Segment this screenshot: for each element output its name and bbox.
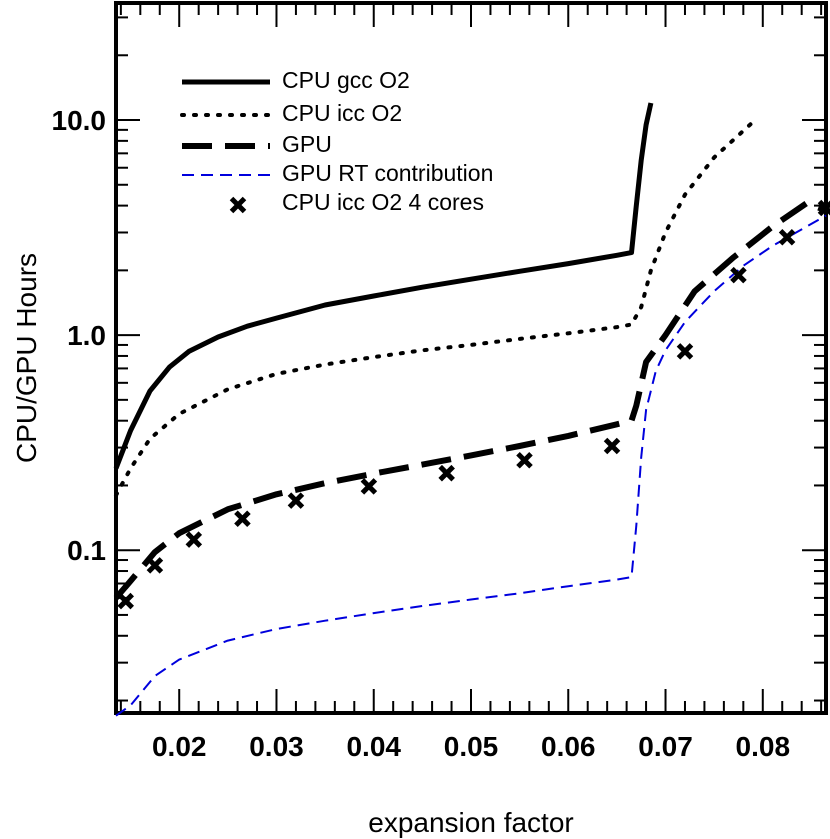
x-tick-label: 0.04: [346, 731, 401, 762]
data-point: [676, 343, 694, 360]
legend-marker: [229, 196, 247, 214]
x-tick-label: 0.05: [444, 731, 499, 762]
legend-label: CPU gcc O2: [282, 67, 410, 93]
x-tick-label: 0.07: [638, 731, 693, 762]
legend-label: GPU: [282, 131, 332, 157]
x-tick-label: 0.08: [736, 731, 791, 762]
axis-tick-labels: 0.02 0.03 0.04 0.05 0.06 0.07 0.08 0.1 1.0 10.0: [52, 105, 791, 762]
x-tick-label: 0.02: [152, 731, 207, 762]
legend: CPU gcc O2 CPU icc O2 GPU GPU RT contributi…: [180, 67, 493, 215]
legend-label: CPU icc O2 4 cores: [282, 189, 484, 215]
data-point: [117, 592, 134, 610]
series-layer: [113, 102, 830, 717]
y-tick-label: 0.1: [67, 535, 106, 566]
data-point: [287, 492, 305, 509]
data-point: [438, 464, 455, 482]
legend-label: GPU RT contribution: [282, 160, 493, 186]
axis-ticks: [116, 3, 826, 713]
series-line: [113, 102, 654, 470]
legend-label: CPU icc O2: [282, 100, 402, 126]
x-tick-label: 0.06: [541, 731, 596, 762]
plot-frame: [114, 1, 828, 715]
data-point: [817, 199, 830, 217]
series-line: [113, 200, 828, 600]
series-line: [115, 214, 827, 717]
data-point: [516, 451, 533, 469]
y-tick-label: 1.0: [67, 320, 106, 351]
y-axis-title: CPU/GPU Hours: [11, 253, 42, 463]
data-point: [603, 437, 621, 455]
y-tick-label: 10.0: [52, 105, 107, 136]
x-axis-title: expansion factor: [368, 807, 573, 838]
x-tick-label: 0.03: [249, 731, 304, 762]
data-point: [730, 266, 747, 284]
series-line: [114, 119, 756, 498]
data-point: [234, 510, 251, 528]
data-point: [146, 557, 164, 574]
data-point: [185, 531, 203, 548]
data-point: [778, 229, 796, 246]
data-point: [360, 478, 378, 495]
